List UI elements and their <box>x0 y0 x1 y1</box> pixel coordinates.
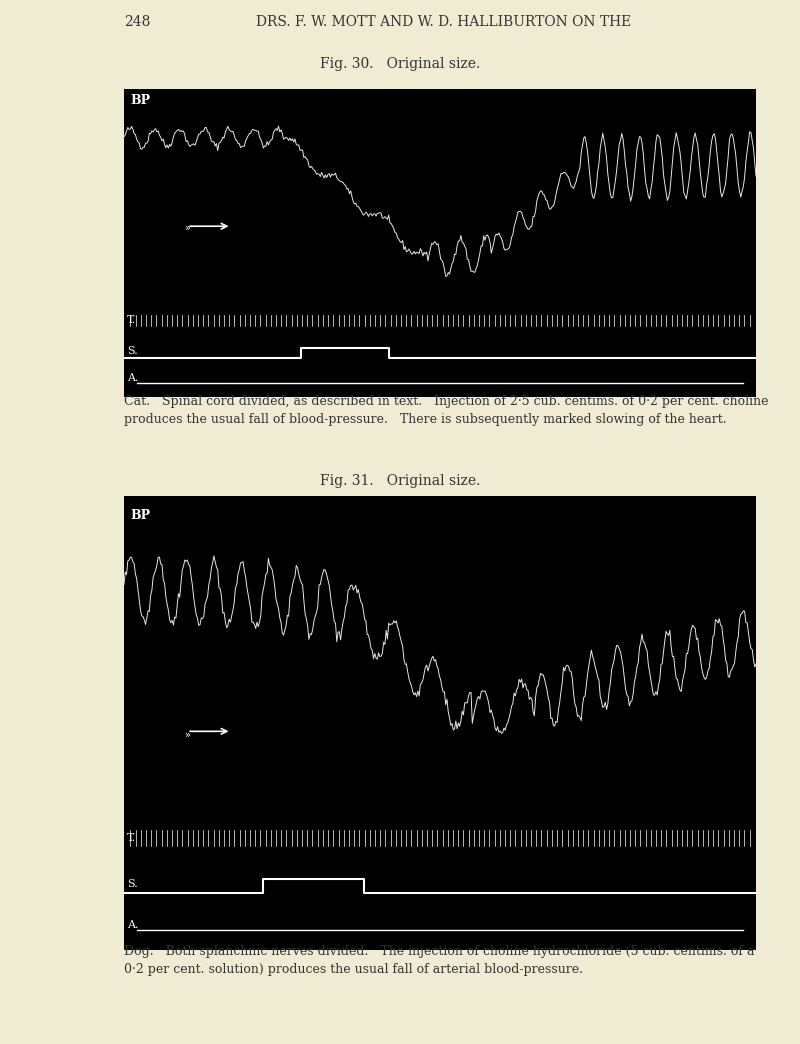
Text: S.: S. <box>127 879 138 888</box>
Text: T.: T. <box>127 833 137 844</box>
Text: Dog.   Both splanchnic nerves divided.   The injection of choline hydrochloride : Dog. Both splanchnic nerves divided. The… <box>124 945 754 976</box>
Text: BP: BP <box>130 508 150 522</box>
Text: Fig. 30.   Original size.: Fig. 30. Original size. <box>320 56 480 71</box>
Text: »: » <box>184 730 190 740</box>
Text: 248: 248 <box>124 15 150 29</box>
Text: »: » <box>184 222 190 233</box>
Text: S.: S. <box>127 346 138 356</box>
Text: BP: BP <box>130 94 150 108</box>
Text: A.: A. <box>127 374 138 383</box>
Text: DRS. F. W. MOTT AND W. D. HALLIBURTON ON THE: DRS. F. W. MOTT AND W. D. HALLIBURTON ON… <box>256 15 631 29</box>
Text: T.: T. <box>127 315 137 325</box>
Text: A.: A. <box>127 920 138 929</box>
Text: Cat.   Spinal cord divided, as described in text.   Injection of 2·5 cub. centim: Cat. Spinal cord divided, as described i… <box>124 395 769 426</box>
Text: Fig. 31.   Original size.: Fig. 31. Original size. <box>320 474 480 489</box>
